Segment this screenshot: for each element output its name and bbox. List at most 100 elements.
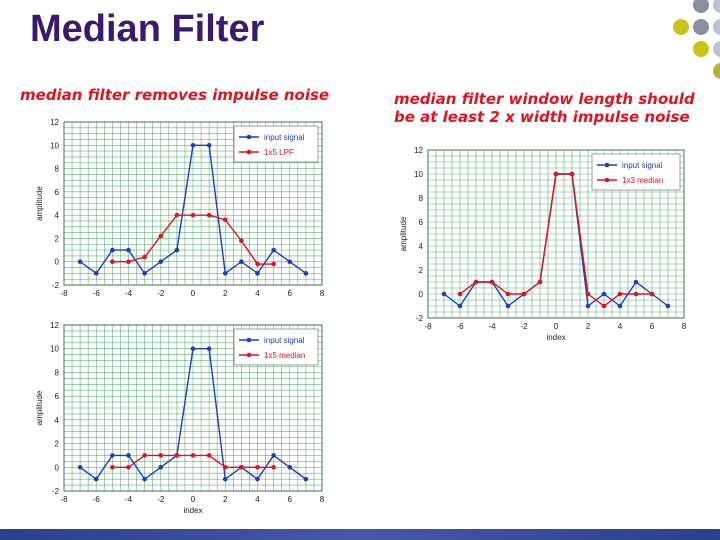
data-point (190, 142, 196, 148)
data-point (553, 171, 559, 177)
data-point (521, 291, 527, 297)
data-point (174, 453, 180, 458)
legend-marker (246, 337, 252, 343)
legend-marker (604, 162, 610, 168)
data-point (126, 247, 131, 253)
legend-marker (604, 177, 610, 183)
legend-label: input signal (622, 161, 663, 170)
x-tick-label: 4 (255, 495, 260, 504)
data-point (255, 476, 260, 482)
x-tick-label: 6 (288, 289, 293, 298)
data-point (222, 271, 228, 276)
data-point (441, 291, 447, 297)
y-tick-label: 6 (419, 218, 424, 227)
x-tick-label: 6 (288, 495, 293, 504)
data-point (77, 259, 83, 265)
x-tick-label: -8 (60, 495, 68, 504)
slide-title: Median Filter (30, 8, 265, 50)
data-point (142, 254, 147, 260)
x-tick-label: 2 (223, 289, 228, 298)
data-point (126, 453, 131, 458)
y-tick-label: 2 (419, 266, 424, 275)
caption-right: median filter window length should be at… (394, 90, 695, 126)
dot-grey (693, 19, 709, 35)
data-point (239, 464, 244, 470)
x-tick-label: 2 (223, 495, 228, 504)
x-tick-label: -6 (93, 289, 101, 298)
legend-label: 1x5 median (264, 351, 305, 360)
legend-marker (246, 149, 252, 155)
data-point (585, 291, 591, 297)
x-tick-label: -6 (456, 322, 464, 331)
data-point (158, 464, 164, 470)
x-tick-label: -8 (60, 289, 68, 298)
data-point (287, 259, 293, 265)
x-tick-label: 4 (618, 322, 623, 331)
chart-lpf: -8 -6 -4 -2 0 2 4 6 8 -2 0 2 4 6 8 10 12 amplitude input s… (35, 118, 325, 298)
y-tick-label: 6 (55, 392, 60, 401)
x-tick-label: -2 (157, 495, 165, 504)
data-point (239, 238, 244, 244)
data-point (633, 279, 639, 285)
y-tick-label: -2 (416, 314, 424, 323)
data-point (303, 476, 309, 482)
legend-box (233, 328, 319, 366)
data-point (473, 279, 479, 285)
data-point (505, 291, 511, 297)
data-point (633, 291, 639, 297)
x-tick-label: -4 (125, 495, 133, 504)
data-point (271, 464, 276, 470)
y-tick-label: 8 (419, 194, 424, 203)
x-tick-label: -4 (125, 289, 133, 298)
data-point (222, 464, 228, 470)
data-point (601, 303, 607, 309)
data-point (158, 233, 164, 239)
data-point (174, 247, 180, 253)
data-point (110, 259, 115, 265)
y-tick-label: 0 (55, 463, 60, 472)
data-point (190, 453, 196, 458)
x-tick-label: -4 (488, 322, 496, 331)
y-tick-label: 8 (55, 368, 60, 377)
dot-grey-light (713, 41, 720, 57)
x-axis-label: index (546, 333, 565, 342)
data-point (158, 259, 164, 265)
x-tick-label: 6 (650, 322, 655, 331)
data-point (255, 261, 260, 267)
y-tick-label: -2 (52, 487, 60, 496)
data-point (222, 476, 228, 482)
data-point (255, 271, 260, 276)
footer-bar (0, 529, 720, 540)
data-point (505, 303, 511, 309)
y-tick-label: 4 (55, 211, 60, 220)
data-point (142, 476, 147, 482)
data-point (142, 271, 147, 276)
legend-label: 1x3 median (622, 176, 663, 185)
y-tick-label: 6 (55, 188, 60, 197)
data-point (617, 303, 623, 309)
data-point (271, 247, 276, 253)
data-point (110, 247, 115, 253)
x-tick-label: -2 (520, 322, 528, 331)
x-tick-label: 8 (320, 495, 325, 504)
x-tick-label: -6 (93, 495, 101, 504)
y-tick-label: 4 (419, 242, 424, 251)
data-point (190, 346, 196, 352)
data-point (77, 464, 83, 470)
caption-left: median filter removes impulse noise (20, 86, 330, 104)
legend-marker (246, 352, 252, 358)
data-point (665, 303, 671, 309)
data-point (206, 346, 212, 352)
data-point (457, 303, 463, 309)
decorative-dots (673, 0, 720, 79)
y-tick-label: 12 (414, 146, 423, 155)
legend-label: input signal (264, 336, 305, 345)
data-point (110, 453, 115, 458)
y-tick-label: 0 (55, 258, 60, 267)
y-tick-label: 12 (50, 118, 59, 127)
data-point (287, 464, 293, 470)
y-tick-label: 8 (55, 165, 60, 174)
data-point (126, 259, 131, 265)
data-point (206, 142, 212, 148)
dot-grey (693, 0, 709, 13)
